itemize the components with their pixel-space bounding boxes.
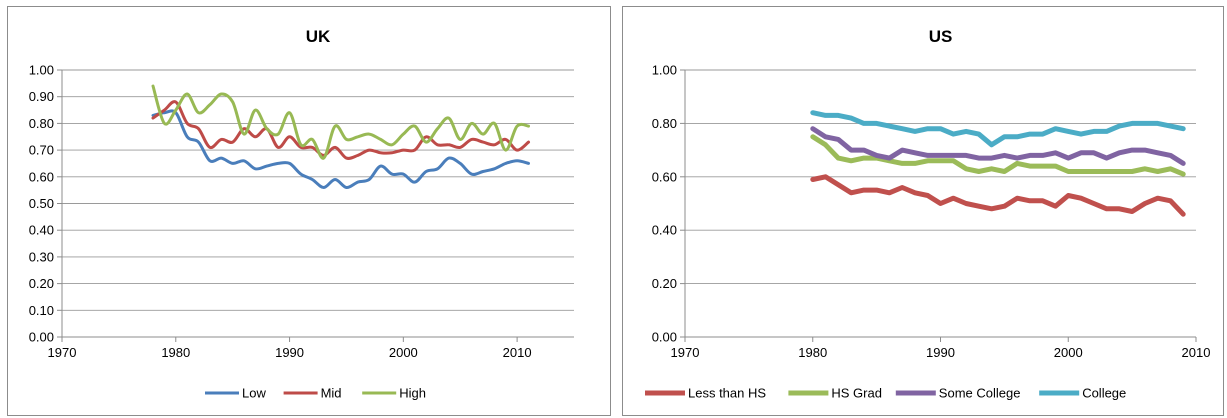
uk-x-tick-label: 2000 [389,345,418,360]
uk-y-tick-label: 0.20 [29,276,54,291]
us-chart: US 0.00 0.20 0.40 0.60 0.80 1.00 1970 1980 1990 20… [645,27,1211,401]
us-y-tick-label: 0.60 [652,169,677,184]
us-series-line-0 [810,174,1186,217]
uk-y-tick-label: 0.50 [29,196,54,211]
us-y-tick-label: 0.20 [652,276,677,291]
uk-y-tick-label: 0.40 [29,223,54,238]
uk-y-tick-label: 0.10 [29,303,54,318]
us-x-tick-label: 2010 [1182,345,1211,360]
us-x-tick-label: 1990 [926,345,955,360]
us-legend-label-0: Less than HS [688,386,766,401]
uk-y-tick-label: 0.70 [29,143,54,158]
us-y-tick-label: 0.00 [652,330,677,345]
uk-y-tick-label: 1.00 [29,63,54,78]
uk-series-line-2 [151,84,530,160]
us-chart-title: US [929,27,953,46]
us-x-tick-label: 1970 [671,345,700,360]
us-chart-panel: US 0.00 0.20 0.40 0.60 0.80 1.00 1970 1980 1990 20… [622,6,1224,416]
uk-series-line-1 [151,100,530,160]
us-series-line-3 [810,110,1186,148]
uk-chart: UK 0.00 0.10 0.20 0.30 0.40 0.50 0.60 0.70 0.80 0.… [29,27,574,401]
uk-legend-label-1: Mid [321,386,342,401]
uk-series-line-0 [151,109,530,189]
us-y-tick-label: 0.80 [652,116,677,131]
uk-legend-label-0: Low [242,386,266,401]
us-y-tick-label: 0.40 [652,223,677,238]
uk-y-tick-label: 0.90 [29,89,54,104]
uk-chart-title: UK [306,27,331,46]
uk-legend-label-2: High [399,386,426,401]
us-series-line-1 [810,134,1186,177]
us-y-tick-label: 1.00 [652,63,677,78]
us-legend-label-3: College [1082,386,1126,401]
uk-x-tick-label: 1970 [48,345,77,360]
uk-y-tick-label: 0.00 [29,330,54,345]
uk-y-tick-label: 0.30 [29,249,54,264]
us-legend-label-2: Some College [939,386,1021,401]
uk-y-tick-label: 0.60 [29,169,54,184]
uk-x-tick-label: 1990 [275,345,304,360]
us-x-tick-label: 1980 [798,345,827,360]
us-series-line-2 [810,126,1186,166]
us-x-tick-label: 2000 [1054,345,1083,360]
uk-x-tick-label: 1980 [161,345,190,360]
uk-chart-panel: UK 0.00 0.10 0.20 0.30 0.40 0.50 0.60 0.70 0.80 0.… [7,6,611,416]
us-legend-label-1: HS Grad [831,386,882,401]
uk-y-tick-label: 0.80 [29,116,54,131]
uk-x-tick-label: 2010 [503,345,532,360]
